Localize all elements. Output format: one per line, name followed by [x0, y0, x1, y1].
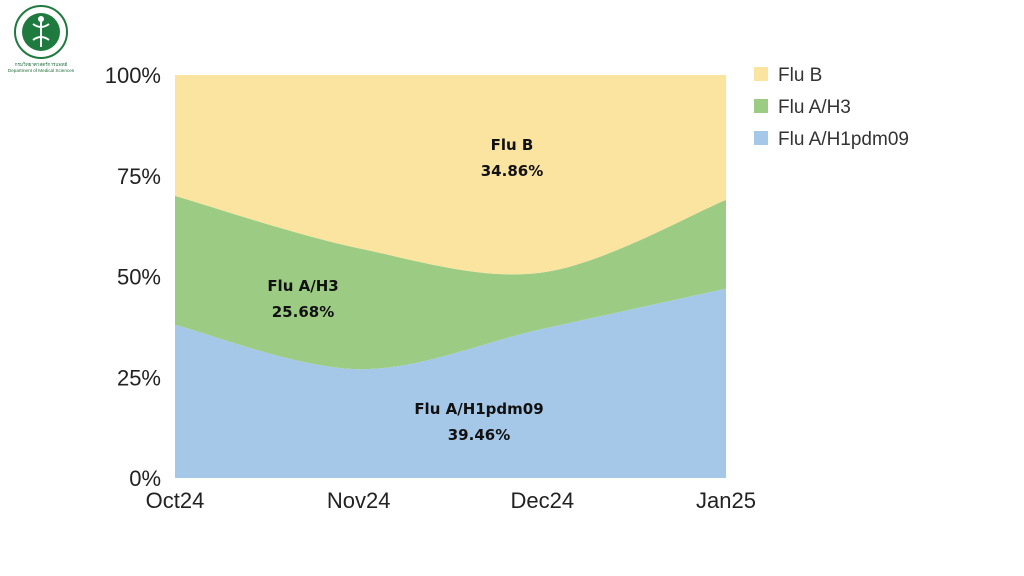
logo-name-th: กรมวิทยาศาสตร์การแพทย์ [15, 61, 68, 67]
area-labels: Flu B 34.86% Flu A/H3 25.68% Flu A/H1pdm09 39… [267, 136, 543, 444]
department-logo: กรมวิทยาศาสตร์การแพทย์ Department of Med… [8, 5, 75, 73]
logo-name-en: Department of Medical Sciences [8, 68, 75, 73]
legend: Flu B Flu A/H3 Flu A/H1pdm09 [754, 65, 909, 150]
y-tick-label: 50% [117, 265, 161, 290]
area-flu-b [175, 75, 726, 275]
legend-label-flu-b: Flu B [778, 65, 822, 86]
area-label-percent-flu-b: 34.86% [481, 162, 543, 180]
y-tick-label: 75% [117, 164, 161, 189]
legend-swatch-flu-a-h3 [754, 99, 768, 113]
area-flu-a-h1pdm09 [175, 288, 726, 478]
y-axis: 0% 25% 50% 75% 100% [105, 63, 161, 491]
legend-label-flu-a-h3: Flu A/H3 [778, 97, 851, 118]
x-tick-label: Dec24 [511, 488, 575, 513]
x-axis: Oct24 Nov24 Dec24 Jan25 [146, 488, 756, 513]
area-label-name-flu-a-h1pdm09: Flu A/H1pdm09 [414, 400, 543, 418]
legend-swatch-flu-a-h1pdm09 [754, 131, 768, 145]
y-tick-label: 25% [117, 365, 161, 390]
area-label-percent-flu-a-h3: 25.68% [272, 303, 334, 321]
area-label-name-flu-a-h3: Flu A/H3 [267, 277, 338, 295]
legend-swatch-flu-b [754, 67, 768, 81]
x-tick-label: Jan25 [696, 488, 756, 513]
area-label-percent-flu-a-h1pdm09: 39.46% [448, 426, 510, 444]
y-tick-label: 100% [105, 63, 161, 88]
plot-area [175, 75, 726, 478]
area-label-name-flu-b: Flu B [491, 136, 534, 154]
x-tick-label: Nov24 [327, 488, 391, 513]
y-tick-label: 0% [129, 466, 161, 491]
area-flu-a-h3 [175, 195, 726, 370]
x-tick-label: Oct24 [146, 488, 205, 513]
legend-label-flu-a-h1pdm09: Flu A/H1pdm09 [778, 129, 909, 150]
